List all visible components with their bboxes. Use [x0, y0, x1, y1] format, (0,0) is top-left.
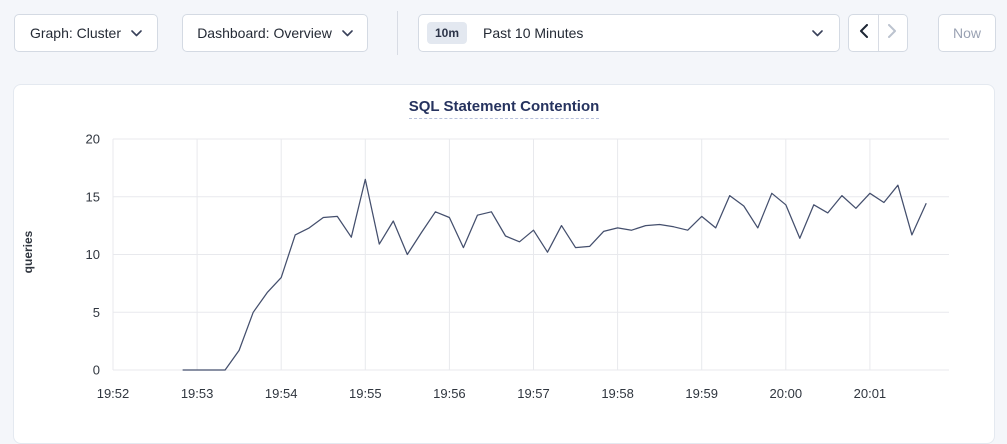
svg-text:10: 10	[86, 247, 100, 262]
svg-text:20:00: 20:00	[770, 386, 803, 401]
svg-text:19:59: 19:59	[685, 386, 718, 401]
prev-time-button[interactable]	[849, 15, 879, 51]
toolbar-divider	[397, 11, 398, 55]
svg-text:19:58: 19:58	[601, 386, 634, 401]
chevron-down-icon	[342, 29, 353, 37]
svg-text:20: 20	[86, 132, 100, 147]
dashboard-dropdown[interactable]: Dashboard: Overview	[182, 14, 368, 52]
svg-text:19:56: 19:56	[433, 386, 466, 401]
chart-title: SQL Statement Contention	[14, 98, 994, 119]
time-range-selector[interactable]: 10m Past 10 Minutes	[418, 14, 840, 52]
svg-text:19:55: 19:55	[349, 386, 382, 401]
time-range-badge: 10m	[427, 22, 468, 44]
time-range-label: Past 10 Minutes	[483, 25, 584, 41]
graph-dropdown[interactable]: Graph: Cluster	[14, 14, 158, 52]
svg-text:15: 15	[86, 189, 100, 204]
chart-title-text[interactable]: SQL Statement Contention	[408, 98, 600, 119]
svg-text:20:01: 20:01	[854, 386, 887, 401]
dashboard-screen: Graph: Cluster Dashboard: Overview 10m P…	[13, 11, 996, 444]
graph-dropdown-label: Graph: Cluster	[29, 25, 122, 41]
now-button-label: Now	[952, 25, 981, 41]
dashboard-dropdown-label: Dashboard: Overview	[197, 25, 332, 41]
chevron-down-icon	[131, 29, 142, 37]
next-time-button[interactable]	[879, 15, 908, 51]
chart-panel: SQL Statement Contention queries 0 5 10 15 2…	[13, 84, 995, 444]
chevron-left-icon	[859, 23, 868, 43]
svg-text:19:54: 19:54	[265, 386, 298, 401]
now-button[interactable]: Now	[938, 14, 996, 52]
svg-text:0: 0	[93, 363, 100, 378]
sql-statement-contention-chart[interactable]: 0 5 10 15 20 19:52 19:53 19:54 19:55 19:56 19:57 19…	[14, 85, 996, 433]
svg-text:19:52: 19:52	[97, 386, 130, 401]
svg-text:19:53: 19:53	[181, 386, 214, 401]
chevron-down-icon	[812, 29, 823, 37]
time-nav-group	[848, 14, 908, 52]
chevron-right-icon	[888, 23, 897, 43]
svg-text:5: 5	[93, 305, 100, 320]
svg-text:19:57: 19:57	[517, 386, 550, 401]
